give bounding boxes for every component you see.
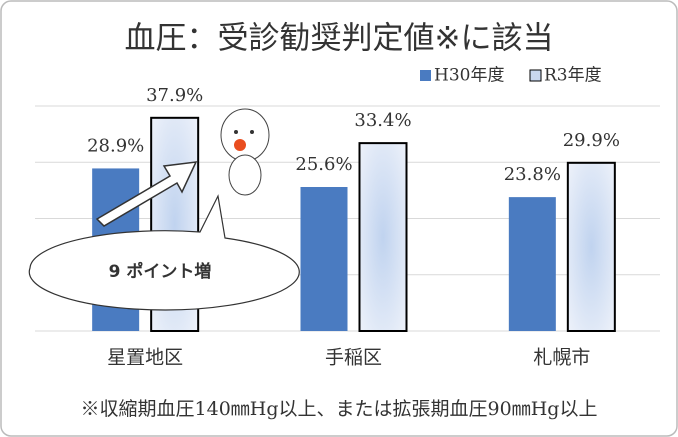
bar bbox=[301, 187, 348, 331]
x-tick-label: 手稲区 bbox=[325, 347, 382, 369]
chart-title: 血圧：受診勧奨判定値※に該当 bbox=[125, 21, 554, 57]
legend-label: H30年度 bbox=[434, 66, 504, 86]
value-label: 37.9% bbox=[146, 85, 203, 106]
bar bbox=[509, 197, 556, 331]
legend-swatch bbox=[530, 70, 541, 81]
x-tick-label: 札幌市 bbox=[533, 347, 590, 369]
value-label: 29.9% bbox=[563, 130, 620, 151]
annotation: 9 ポイント増 bbox=[109, 261, 212, 282]
value-label: 33.4% bbox=[354, 110, 411, 131]
bar bbox=[360, 143, 407, 331]
value-label: 25.6% bbox=[295, 154, 352, 175]
chart: 血圧：受診勧奨判定値※に該当 H30年度 R3年度星置地区 28.9% 37.9% 手稲… bbox=[0, 0, 678, 437]
x-tick-label: 星置地区 bbox=[107, 347, 183, 369]
bar bbox=[568, 163, 615, 331]
value-label: 23.8% bbox=[504, 164, 561, 185]
value-label: 28.9% bbox=[87, 135, 144, 156]
footnote: ※収縮期血圧140㎜Hg以上、または拡張期血圧90㎜Hg以上 bbox=[81, 398, 598, 420]
legend-label: R3年度 bbox=[544, 66, 602, 86]
legend-swatch bbox=[420, 70, 431, 81]
